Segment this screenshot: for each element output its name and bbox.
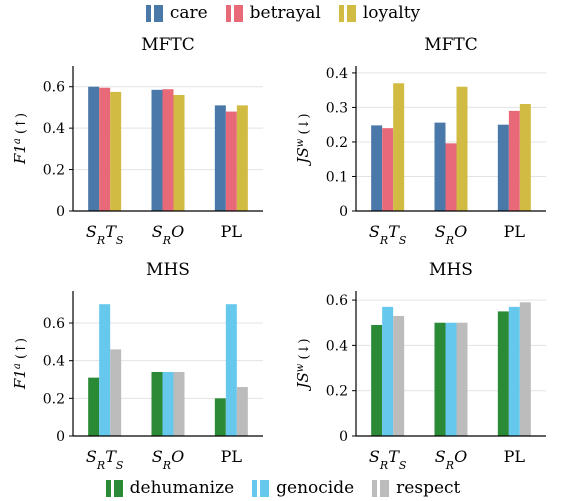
legend-item-dehumanize: dehumanize bbox=[105, 478, 235, 498]
bar-care-1 bbox=[88, 86, 100, 211]
bar-care-3 bbox=[214, 105, 226, 211]
bar-genocide-3 bbox=[225, 304, 237, 436]
chart-title: MHS bbox=[146, 260, 190, 280]
legend-swatch-genocide bbox=[252, 479, 270, 497]
bar-genocide-3 bbox=[508, 306, 520, 436]
y-tick-label: 0 bbox=[339, 429, 348, 445]
bar-loyalty-2 bbox=[173, 95, 185, 211]
bar-dehumanize-3 bbox=[497, 311, 509, 436]
y-tick-label: 0.4 bbox=[43, 121, 65, 137]
bar-dehumanize-3 bbox=[214, 398, 226, 436]
chart-panel-3: MHS 0 0.2 0.4 0.6 SRTS SRO PL F1a (↑) bbox=[11, 260, 263, 472]
y-tick-label: 0.3 bbox=[326, 100, 348, 116]
x-tick-label: SRO bbox=[152, 447, 184, 472]
bar-dehumanize-1 bbox=[88, 377, 100, 436]
bar-betrayal-1 bbox=[99, 87, 111, 211]
legend-label-betrayal: betrayal bbox=[249, 3, 321, 23]
y-tick-label: 0.2 bbox=[43, 391, 65, 407]
y-tick-label: 0 bbox=[56, 204, 65, 220]
x-tick-label: SRTS bbox=[369, 222, 407, 247]
bar-betrayal-2 bbox=[445, 143, 457, 211]
chart-title: MFTC bbox=[141, 35, 195, 55]
bar-respect-1 bbox=[110, 349, 122, 436]
y-tick-label: 0 bbox=[56, 429, 65, 445]
y-tick-label: 0.6 bbox=[43, 316, 65, 332]
legend-item-respect: respect bbox=[372, 478, 460, 498]
x-tick-label: SRTS bbox=[86, 222, 124, 247]
x-tick-label: SRTS bbox=[86, 447, 124, 472]
y-tick-label: 0 bbox=[339, 204, 348, 220]
legend-item-betrayal: betrayal bbox=[225, 3, 321, 23]
chart-title: MHS bbox=[429, 260, 473, 280]
x-tick-label: SRO bbox=[152, 222, 184, 247]
chart-title: MFTC bbox=[424, 35, 478, 55]
y-tick-label: 0.2 bbox=[43, 163, 65, 179]
legend-swatch-dehumanize bbox=[105, 479, 123, 497]
legend-item-genocide: genocide bbox=[252, 478, 354, 498]
bar-care-2 bbox=[434, 122, 446, 211]
bar-loyalty-2 bbox=[456, 86, 468, 211]
legend-label-care: care bbox=[169, 3, 208, 23]
y-tick-label: 0.2 bbox=[326, 384, 348, 400]
x-tick-label: SRTS bbox=[369, 447, 407, 472]
y-tick-label: 0.1 bbox=[326, 169, 348, 185]
bar-loyalty-3 bbox=[519, 103, 531, 211]
y-tick-label: 0.6 bbox=[326, 293, 348, 309]
x-tick-label: SRO bbox=[435, 447, 467, 472]
bar-care-3 bbox=[497, 124, 509, 211]
bar-betrayal-1 bbox=[382, 128, 394, 211]
x-tick-label: PL bbox=[504, 222, 526, 241]
legend-item-loyalty: loyalty bbox=[338, 3, 421, 23]
bar-respect-3 bbox=[519, 302, 531, 436]
bar-dehumanize-2 bbox=[151, 371, 163, 436]
y-axis-label: JSw (↓) bbox=[294, 113, 312, 166]
x-tick-label: PL bbox=[504, 447, 526, 466]
legend-swatch-loyalty bbox=[338, 4, 356, 22]
legend-swatch-respect bbox=[372, 479, 390, 497]
y-tick-label: 0.2 bbox=[326, 135, 348, 151]
y-tick-label: 0.4 bbox=[326, 338, 348, 354]
legend-label-dehumanize: dehumanize bbox=[129, 478, 235, 498]
chart-panel-4: MHS 0 0.2 0.4 0.6 SRTS SRO PL JSw (↓) bbox=[294, 260, 546, 472]
bar-genocide-1 bbox=[382, 306, 394, 436]
bar-dehumanize-2 bbox=[434, 322, 446, 436]
bar-respect-2 bbox=[173, 371, 185, 436]
x-tick-label: SRO bbox=[435, 222, 467, 247]
bar-betrayal-2 bbox=[162, 89, 174, 211]
bar-genocide-2 bbox=[445, 322, 457, 436]
bar-care-1 bbox=[371, 125, 383, 211]
y-axis-label: F1a (↑) bbox=[11, 113, 29, 165]
bar-dehumanize-1 bbox=[371, 324, 383, 436]
chart-panel-2: MFTC 0 0.1 0.2 0.3 0.4 SRTS SRO PL JSw (↓) bbox=[294, 35, 546, 247]
legend-label-respect: respect bbox=[396, 478, 461, 498]
x-tick-label: PL bbox=[221, 222, 243, 241]
y-tick-label: 0.4 bbox=[326, 66, 348, 82]
bar-loyalty-3 bbox=[236, 105, 248, 211]
legend-top: care betrayal loyalty bbox=[0, 0, 566, 26]
bar-genocide-1 bbox=[99, 304, 111, 436]
chart-panel-1: MFTC 0 0.2 0.4 0.6 SRTS SRO PL F1a (↑) bbox=[11, 35, 263, 247]
legend-item-care: care bbox=[145, 3, 208, 23]
legend-swatch-betrayal bbox=[225, 4, 243, 22]
bar-respect-3 bbox=[236, 387, 248, 436]
y-axis-label: F1a (↑) bbox=[11, 338, 29, 390]
bar-loyalty-1 bbox=[110, 91, 122, 211]
y-axis-label: JSw (↓) bbox=[294, 338, 312, 391]
bar-genocide-2 bbox=[162, 371, 174, 436]
bar-respect-1 bbox=[393, 315, 405, 436]
legend-label-loyalty: loyalty bbox=[362, 3, 421, 23]
y-tick-label: 0.4 bbox=[43, 354, 65, 370]
y-tick-label: 0.6 bbox=[43, 80, 65, 96]
x-tick-label: PL bbox=[221, 447, 243, 466]
bar-care-2 bbox=[151, 89, 163, 211]
bar-respect-2 bbox=[456, 322, 468, 436]
legend-bottom: dehumanize genocide respect bbox=[0, 475, 566, 501]
bar-betrayal-3 bbox=[225, 111, 237, 211]
bar-betrayal-3 bbox=[508, 110, 520, 211]
bar-loyalty-1 bbox=[393, 83, 405, 211]
legend-label-genocide: genocide bbox=[276, 478, 355, 498]
legend-swatch-care bbox=[145, 4, 163, 22]
